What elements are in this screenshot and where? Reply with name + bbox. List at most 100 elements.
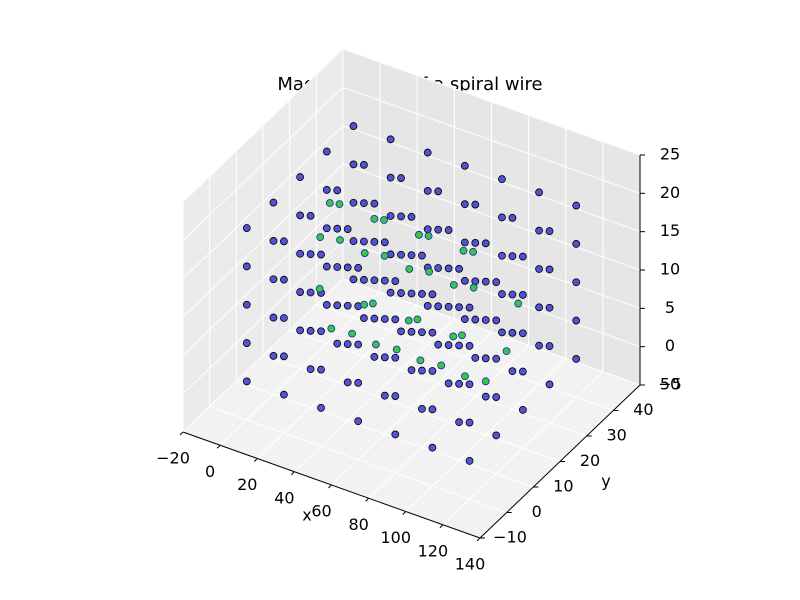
field-point <box>471 315 480 324</box>
field-point <box>471 354 480 362</box>
field-point <box>498 213 506 222</box>
wire-point <box>327 324 336 333</box>
field-point <box>391 315 400 324</box>
wire-point <box>405 265 414 273</box>
x-tick-label: 80 <box>348 515 368 534</box>
grid-line <box>342 86 641 194</box>
tick-mark <box>328 484 332 489</box>
wire-point <box>348 329 357 338</box>
field-point <box>333 186 342 195</box>
field-point <box>572 240 581 248</box>
field-point <box>242 339 251 347</box>
grid-line <box>182 240 344 395</box>
field-point <box>370 314 379 323</box>
y-tick-label: 50 <box>660 375 680 394</box>
field-point <box>518 252 527 261</box>
field-point <box>322 262 331 271</box>
y-tick-label: 40 <box>633 400 653 419</box>
x-axis <box>182 431 481 539</box>
grid-line <box>342 240 641 348</box>
field-point <box>386 288 395 297</box>
field-point <box>296 288 305 296</box>
field-point <box>434 187 443 196</box>
field-point <box>428 405 437 414</box>
field-point <box>397 174 405 182</box>
field-point <box>535 341 543 350</box>
x-tick-label: 60 <box>311 502 331 521</box>
field-point <box>471 239 480 247</box>
field-point <box>545 342 554 350</box>
wire-point <box>469 247 478 256</box>
field-point <box>380 276 389 285</box>
field-point <box>370 199 379 208</box>
field-point <box>428 443 437 452</box>
field-point <box>535 188 543 197</box>
field-point <box>333 339 342 348</box>
field-point <box>269 198 278 207</box>
field-point <box>354 263 363 272</box>
field-point <box>545 380 554 389</box>
y-tick-label: 30 <box>606 426 626 445</box>
field-point <box>343 378 352 387</box>
wire-point <box>360 300 369 309</box>
field-point <box>518 367 527 376</box>
x-tick-label: 140 <box>455 555 486 574</box>
field-point <box>407 366 416 375</box>
field-point <box>518 291 527 299</box>
grid-line <box>342 163 641 271</box>
field-point <box>545 227 554 235</box>
field-point <box>434 340 443 349</box>
field-point <box>418 328 426 337</box>
wire-point <box>380 216 388 224</box>
grid-line <box>342 278 641 386</box>
wire-point <box>449 280 458 289</box>
x-tick-label: 120 <box>418 541 449 560</box>
field-point <box>465 342 474 350</box>
tick-mark <box>291 471 295 476</box>
x-tick-label: 20 <box>237 475 257 494</box>
field-point <box>492 393 501 401</box>
z-tick-label: −5 <box>658 375 682 394</box>
field-point <box>370 353 379 361</box>
wire-point <box>416 356 425 365</box>
field-point <box>397 250 405 259</box>
wire-point <box>481 377 490 386</box>
field-point <box>407 327 416 336</box>
field-point <box>333 263 342 271</box>
field-point <box>242 377 251 386</box>
field-point <box>444 302 453 311</box>
tick-mark <box>179 431 184 436</box>
field-point <box>535 303 543 312</box>
wire-point <box>370 215 379 223</box>
z-tick-label: 0 <box>665 336 675 355</box>
field-point <box>428 367 437 375</box>
field-point <box>434 225 443 234</box>
tick-mark <box>365 497 369 502</box>
field-point <box>349 275 358 284</box>
field-point <box>391 353 400 362</box>
wire-point <box>380 251 389 260</box>
field-point <box>455 379 463 388</box>
field-point <box>349 198 358 207</box>
field-point <box>492 431 501 440</box>
field-point <box>423 148 432 157</box>
field-point <box>349 160 358 169</box>
wire-point <box>404 316 413 325</box>
field-point <box>460 161 469 170</box>
field-point <box>492 354 501 363</box>
field-point <box>545 303 554 312</box>
field-point <box>343 301 352 310</box>
field-point <box>322 224 331 233</box>
tick-mark <box>253 458 258 462</box>
field-point <box>434 302 443 311</box>
field-point <box>572 201 581 210</box>
field-point <box>572 278 581 287</box>
field-point <box>508 252 517 261</box>
field-point <box>269 352 278 360</box>
field-point <box>455 418 463 427</box>
field-point <box>508 328 517 337</box>
field-point <box>455 341 463 350</box>
wire-point <box>360 249 369 257</box>
y-axis <box>479 384 641 539</box>
field-point <box>386 135 395 144</box>
